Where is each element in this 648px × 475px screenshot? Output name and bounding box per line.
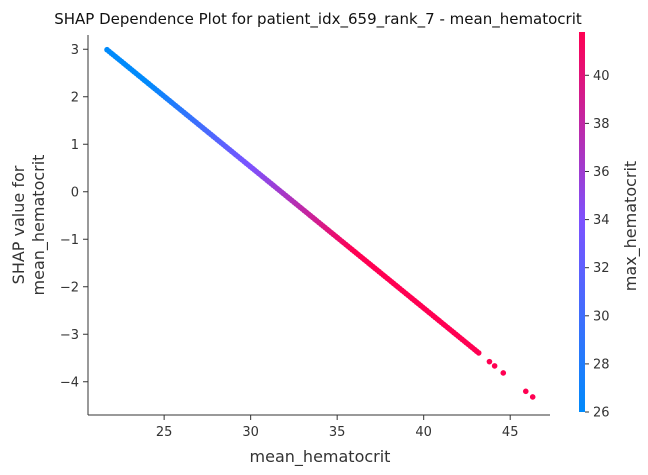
colorbar-tick-label: 40 bbox=[593, 69, 610, 84]
colorbar-tick-label: 30 bbox=[593, 309, 610, 324]
x-tick-label: 40 bbox=[415, 425, 432, 440]
colorbar-label: max_hematocrit bbox=[621, 161, 641, 291]
scatter-point bbox=[486, 358, 493, 365]
scatter-points bbox=[104, 46, 536, 400]
y-tick-label: −1 bbox=[60, 233, 79, 248]
y-tick-label: 3 bbox=[71, 43, 79, 58]
colorbar-tick-label: 26 bbox=[593, 406, 610, 421]
y-axis-label: SHAP value for mean_hematocrit bbox=[9, 155, 49, 296]
scatter-point bbox=[522, 388, 529, 395]
x-tick-label: 25 bbox=[156, 425, 173, 440]
colorbar-tick-label: 38 bbox=[593, 117, 610, 132]
colorbar-tick-label: 36 bbox=[593, 165, 610, 180]
colorbar-tick-label: 28 bbox=[593, 357, 610, 372]
y-tick-label: −3 bbox=[60, 328, 79, 343]
y-axis-label-line-1: SHAP value for bbox=[9, 165, 28, 284]
x-tick-label: 30 bbox=[242, 425, 259, 440]
scatter-point bbox=[500, 370, 507, 376]
colorbar-ticks: 26 28 30 32 34 36 38 40 bbox=[585, 69, 610, 421]
colorbar-gradient bbox=[579, 32, 585, 412]
colorbar-tick-label: 32 bbox=[593, 261, 610, 276]
x-axis-label: mean_hematocrit bbox=[250, 447, 391, 467]
y-tick-label: −4 bbox=[60, 375, 79, 390]
y-axis-label-line-2: mean_hematocrit bbox=[29, 155, 49, 296]
colorbar: 26 28 30 32 34 36 38 40 bbox=[579, 32, 610, 421]
x-axis-ticks: 25 30 35 40 45 bbox=[156, 415, 519, 440]
y-axis-ticks: −4 −3 −2 −1 0 1 2 3 bbox=[60, 43, 88, 390]
colorbar-tick-label: 34 bbox=[593, 213, 610, 228]
scatter-point bbox=[529, 394, 536, 400]
scatter-point bbox=[475, 350, 482, 356]
x-tick-label: 45 bbox=[502, 425, 519, 440]
x-tick-label: 35 bbox=[329, 425, 346, 440]
scatter-point bbox=[491, 363, 498, 369]
y-tick-label: 1 bbox=[71, 138, 79, 153]
y-tick-label: −2 bbox=[60, 280, 79, 295]
plot-area: 25 30 35 40 45 −4 −3 −2 −1 0 1 2 3 bbox=[60, 35, 550, 440]
chart-title: SHAP Dependence Plot for patient_idx_659… bbox=[54, 10, 582, 29]
y-tick-label: 0 bbox=[71, 185, 79, 200]
y-tick-label: 2 bbox=[71, 90, 79, 105]
